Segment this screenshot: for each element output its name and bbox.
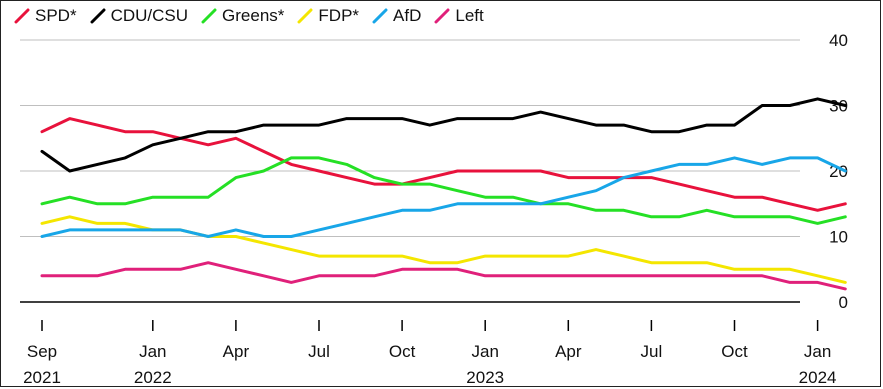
x-tick-month-label: Jan <box>471 342 498 361</box>
legend-swatch-icon <box>201 8 217 24</box>
series-line-fdp- <box>40 215 847 284</box>
x-tick-month-label: Jul <box>641 342 663 361</box>
x-tick-month-label: Jan <box>804 342 831 361</box>
y-tick-label: 40 <box>829 31 848 50</box>
series-line-afd <box>40 156 847 238</box>
legend-item: SPD* <box>14 6 77 26</box>
legend-item: Greens* <box>201 6 284 26</box>
legend-swatch-icon <box>434 8 450 24</box>
x-tick-month-label: Oct <box>389 342 416 361</box>
legend-swatch-icon <box>90 8 106 24</box>
legend-label: Left <box>455 6 484 25</box>
legend-swatch-icon <box>372 8 388 24</box>
legend-item: AfD <box>372 6 421 26</box>
legend-item: CDU/CSU <box>90 6 188 26</box>
x-tick-year-label: 2021 <box>23 368 61 387</box>
x-tick-month-label: Oct <box>721 342 748 361</box>
x-tick-year-label: 2024 <box>799 368 837 387</box>
y-tick-label: 10 <box>829 228 848 247</box>
x-tick-month-label: Apr <box>223 342 250 361</box>
series-line-spd- <box>40 117 847 212</box>
legend-label: Greens* <box>222 6 285 25</box>
x-tick-month-label: Jan <box>139 342 166 361</box>
legend-swatch-icon <box>14 8 30 24</box>
chart-legend: SPD* CDU/CSU Greens* FDP* AfD Left <box>14 4 497 28</box>
legend-item: Left <box>434 6 484 26</box>
legend-label: CDU/CSU <box>110 6 189 25</box>
y-tick-label: 0 <box>839 293 848 312</box>
legend-item: FDP* <box>297 6 359 26</box>
legend-label: SPD* <box>35 6 77 25</box>
x-tick-month-label: Sep <box>27 342 57 361</box>
x-tick-month-label: Apr <box>555 342 582 361</box>
x-tick-year-label: 2022 <box>134 368 172 387</box>
series-line-left <box>40 261 847 291</box>
legend-swatch-icon <box>297 8 313 24</box>
legend-label: AfD <box>393 6 422 25</box>
x-tick-month-label: Jul <box>308 342 330 361</box>
x-tick-year-label: 2023 <box>466 368 504 387</box>
series-line-cdu-csu <box>40 97 847 173</box>
legend-label: FDP* <box>318 6 360 25</box>
series-line-greens- <box>40 156 847 225</box>
